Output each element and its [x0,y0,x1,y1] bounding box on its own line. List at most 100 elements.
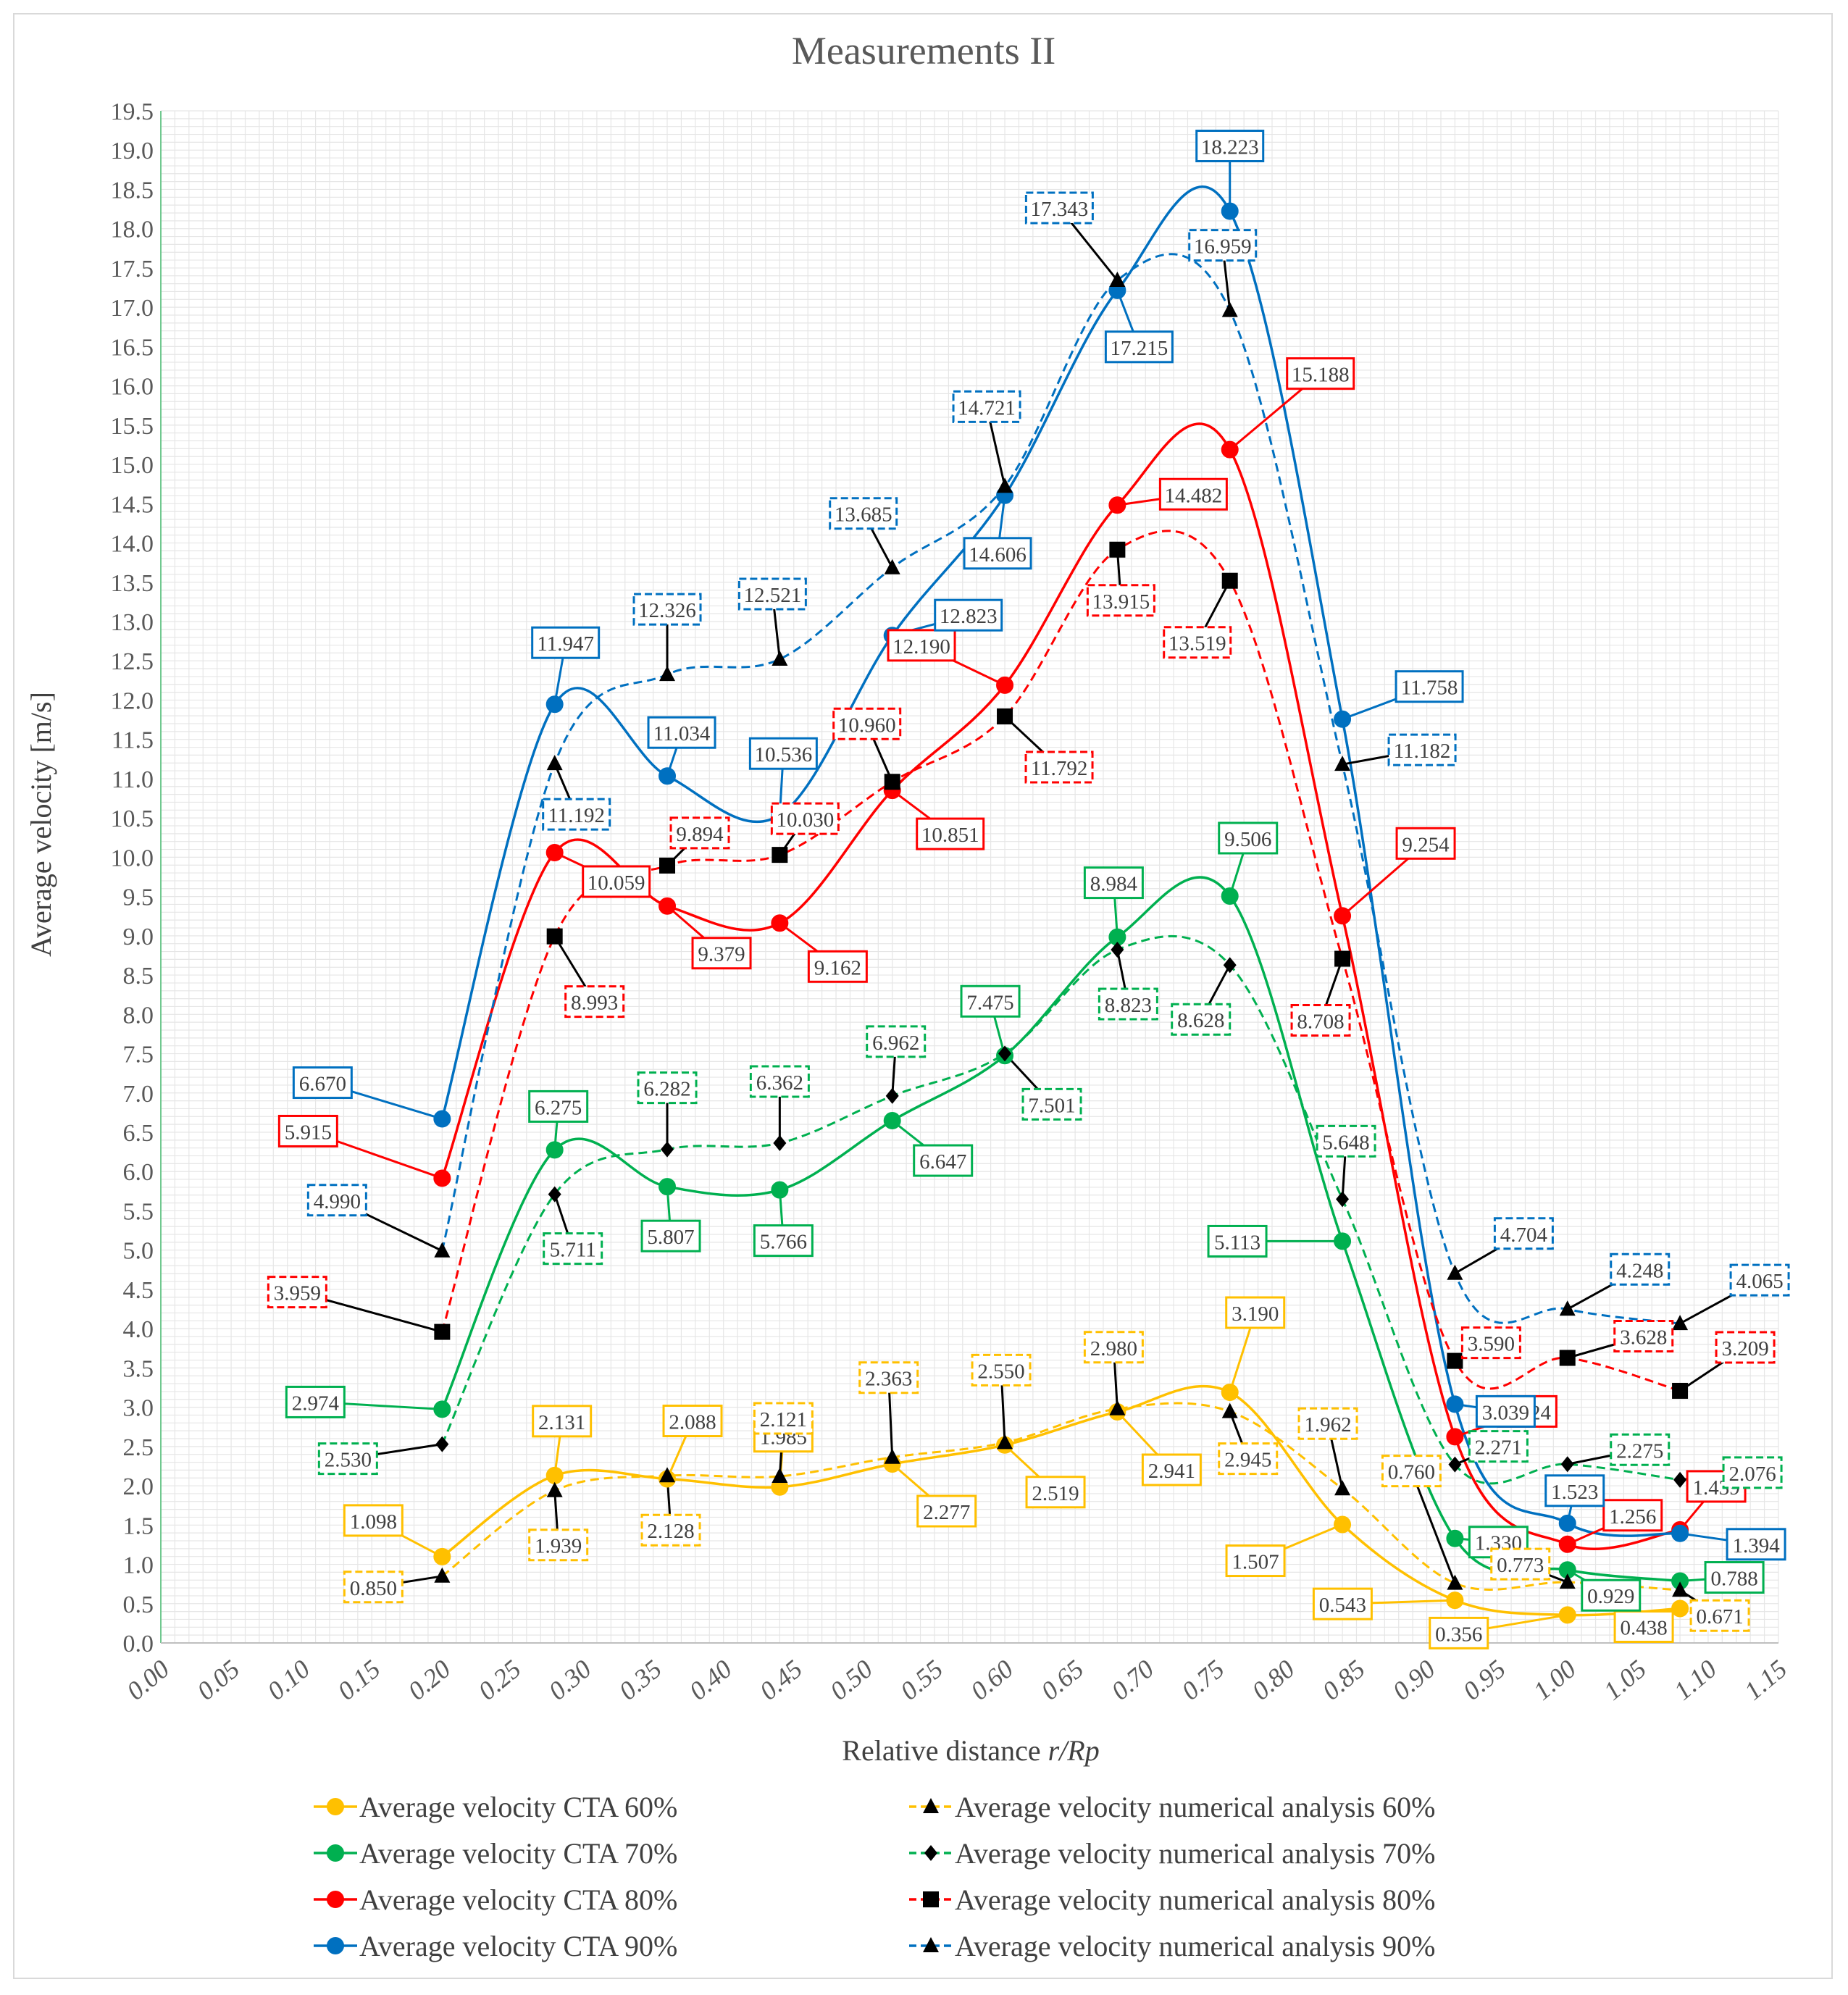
data-label-box [887,629,956,662]
y-tick-label: 16.5 [111,334,154,361]
data-point-1-7 [1221,887,1239,905]
x-tick-label: 1.15 [1739,1654,1792,1705]
y-tick-label: 17.5 [111,256,154,283]
data-label: 3.590 [1468,1333,1515,1356]
chart-title: Measurements II [792,29,1055,72]
data-point-7-2 [659,666,676,682]
data-label: 2.550 [977,1360,1024,1383]
data-label-box [1613,1610,1674,1643]
data-label: 1.939 [535,1535,582,1558]
legend-label: Average velocity numerical analysis 60% [955,1791,1435,1823]
y-tick-label: 10.0 [111,845,154,871]
y-tick-label: 19.5 [111,99,154,125]
x-tick-label: 0.05 [191,1654,245,1705]
data-point-1-3 [771,1181,789,1199]
label-leader [1410,1471,1456,1584]
x-tick-label: 0.85 [1317,1654,1371,1705]
y-tick-label: 0.5 [123,1592,154,1618]
data-point-2-1 [545,843,564,861]
data-label-box [1290,1004,1351,1037]
data-point-3-9 [1446,1395,1464,1413]
data-point-6-1 [546,928,563,945]
data-label: 13.519 [1168,632,1226,656]
data-label-box [1141,1453,1202,1486]
data-label: 9.379 [698,943,745,966]
data-label: 0.438 [1620,1616,1667,1639]
data-point-5-6 [1111,942,1124,958]
y-tick-label: 5.0 [123,1238,154,1265]
data-point-6-7 [1221,572,1238,589]
data-label-box [1395,827,1456,860]
y-tick-label: 11.0 [112,766,154,793]
data-label: 8.984 [1090,873,1138,896]
data-label: 6.670 [299,1073,346,1096]
data-label-box [1218,1442,1279,1476]
data-label: 2.277 [923,1501,970,1524]
data-point-5-10 [1560,1456,1574,1473]
data-label: 13.915 [1092,590,1150,614]
data-point-5-5 [998,1045,1012,1062]
data-label: 6.282 [643,1078,690,1101]
legend-swatch-marker [327,1891,344,1908]
x-tick-label: 0.60 [965,1654,1019,1705]
data-label-box [1613,1320,1674,1353]
data-point-1-2 [658,1178,677,1196]
y-tick-label: 12.0 [111,687,154,714]
series-markers [433,202,1689,1624]
data-label: 4.990 [314,1190,361,1213]
data-label-box [1460,1326,1521,1360]
data-label-box [770,802,840,835]
y-tick-label: 15.5 [111,413,154,440]
data-label-box [1083,866,1144,900]
data-label: 2.363 [865,1368,912,1391]
data-label: 15.188 [1292,364,1350,387]
data-point-6-5 [997,708,1013,725]
data-label-box [1475,1394,1536,1428]
data-label: 0.543 [1319,1594,1366,1617]
y-tick-label: 3.5 [123,1355,154,1382]
data-label: 10.851 [921,824,979,847]
data-label: 13.685 [835,503,892,527]
data-label-box [1689,1599,1750,1632]
data-label: 0.760 [1388,1461,1435,1484]
data-label: 7.501 [1028,1094,1075,1117]
y-axis-title: Average velocity [m/s] [25,692,57,957]
legend-swatch-marker [327,1844,344,1862]
data-label: 10.030 [776,808,834,832]
x-tick-label: 1.10 [1668,1654,1722,1705]
data-label-box [748,737,818,770]
y-tick-label: 14.0 [111,531,154,558]
data-point-2-5 [996,676,1014,694]
data-label-box [1171,1003,1232,1036]
data-label-box [1312,1587,1373,1620]
data-label: 11.792 [1031,757,1088,780]
data-label: 1.394 [1732,1534,1780,1557]
legend-item: Average velocity numerical analysis 80% [909,1883,1435,1916]
x-tick-label: 0.95 [1458,1654,1511,1705]
data-point-0-9 [1446,1592,1464,1610]
data-label: 2.941 [1148,1460,1195,1483]
data-point-7-4 [884,559,900,574]
data-point-5-9 [1448,1456,1462,1473]
data-point-3-2 [658,767,677,785]
y-tick-label: 1.5 [123,1513,154,1539]
data-label-box [640,1219,701,1252]
data-point-5-11 [1673,1471,1687,1488]
data-label: 1.098 [350,1510,397,1534]
y-tick-label: 17.0 [111,295,154,322]
data-label-box [1722,1456,1783,1489]
x-axis-title-prefix: Relative distance [842,1734,1048,1767]
data-label-box [1025,1476,1086,1509]
y-tick-label: 7.5 [123,1042,154,1068]
x-tick-label: 0.10 [262,1654,315,1705]
data-point-5-7 [1223,957,1237,974]
data-point-0-1 [545,1466,564,1484]
data-label-box [916,817,985,850]
data-label: 6.275 [535,1096,582,1119]
data-label-box [582,865,651,898]
data-label: 3.209 [1721,1337,1768,1360]
data-point-2-2 [658,897,677,915]
data-point-5-1 [548,1186,561,1203]
data-label-box [1097,987,1158,1021]
